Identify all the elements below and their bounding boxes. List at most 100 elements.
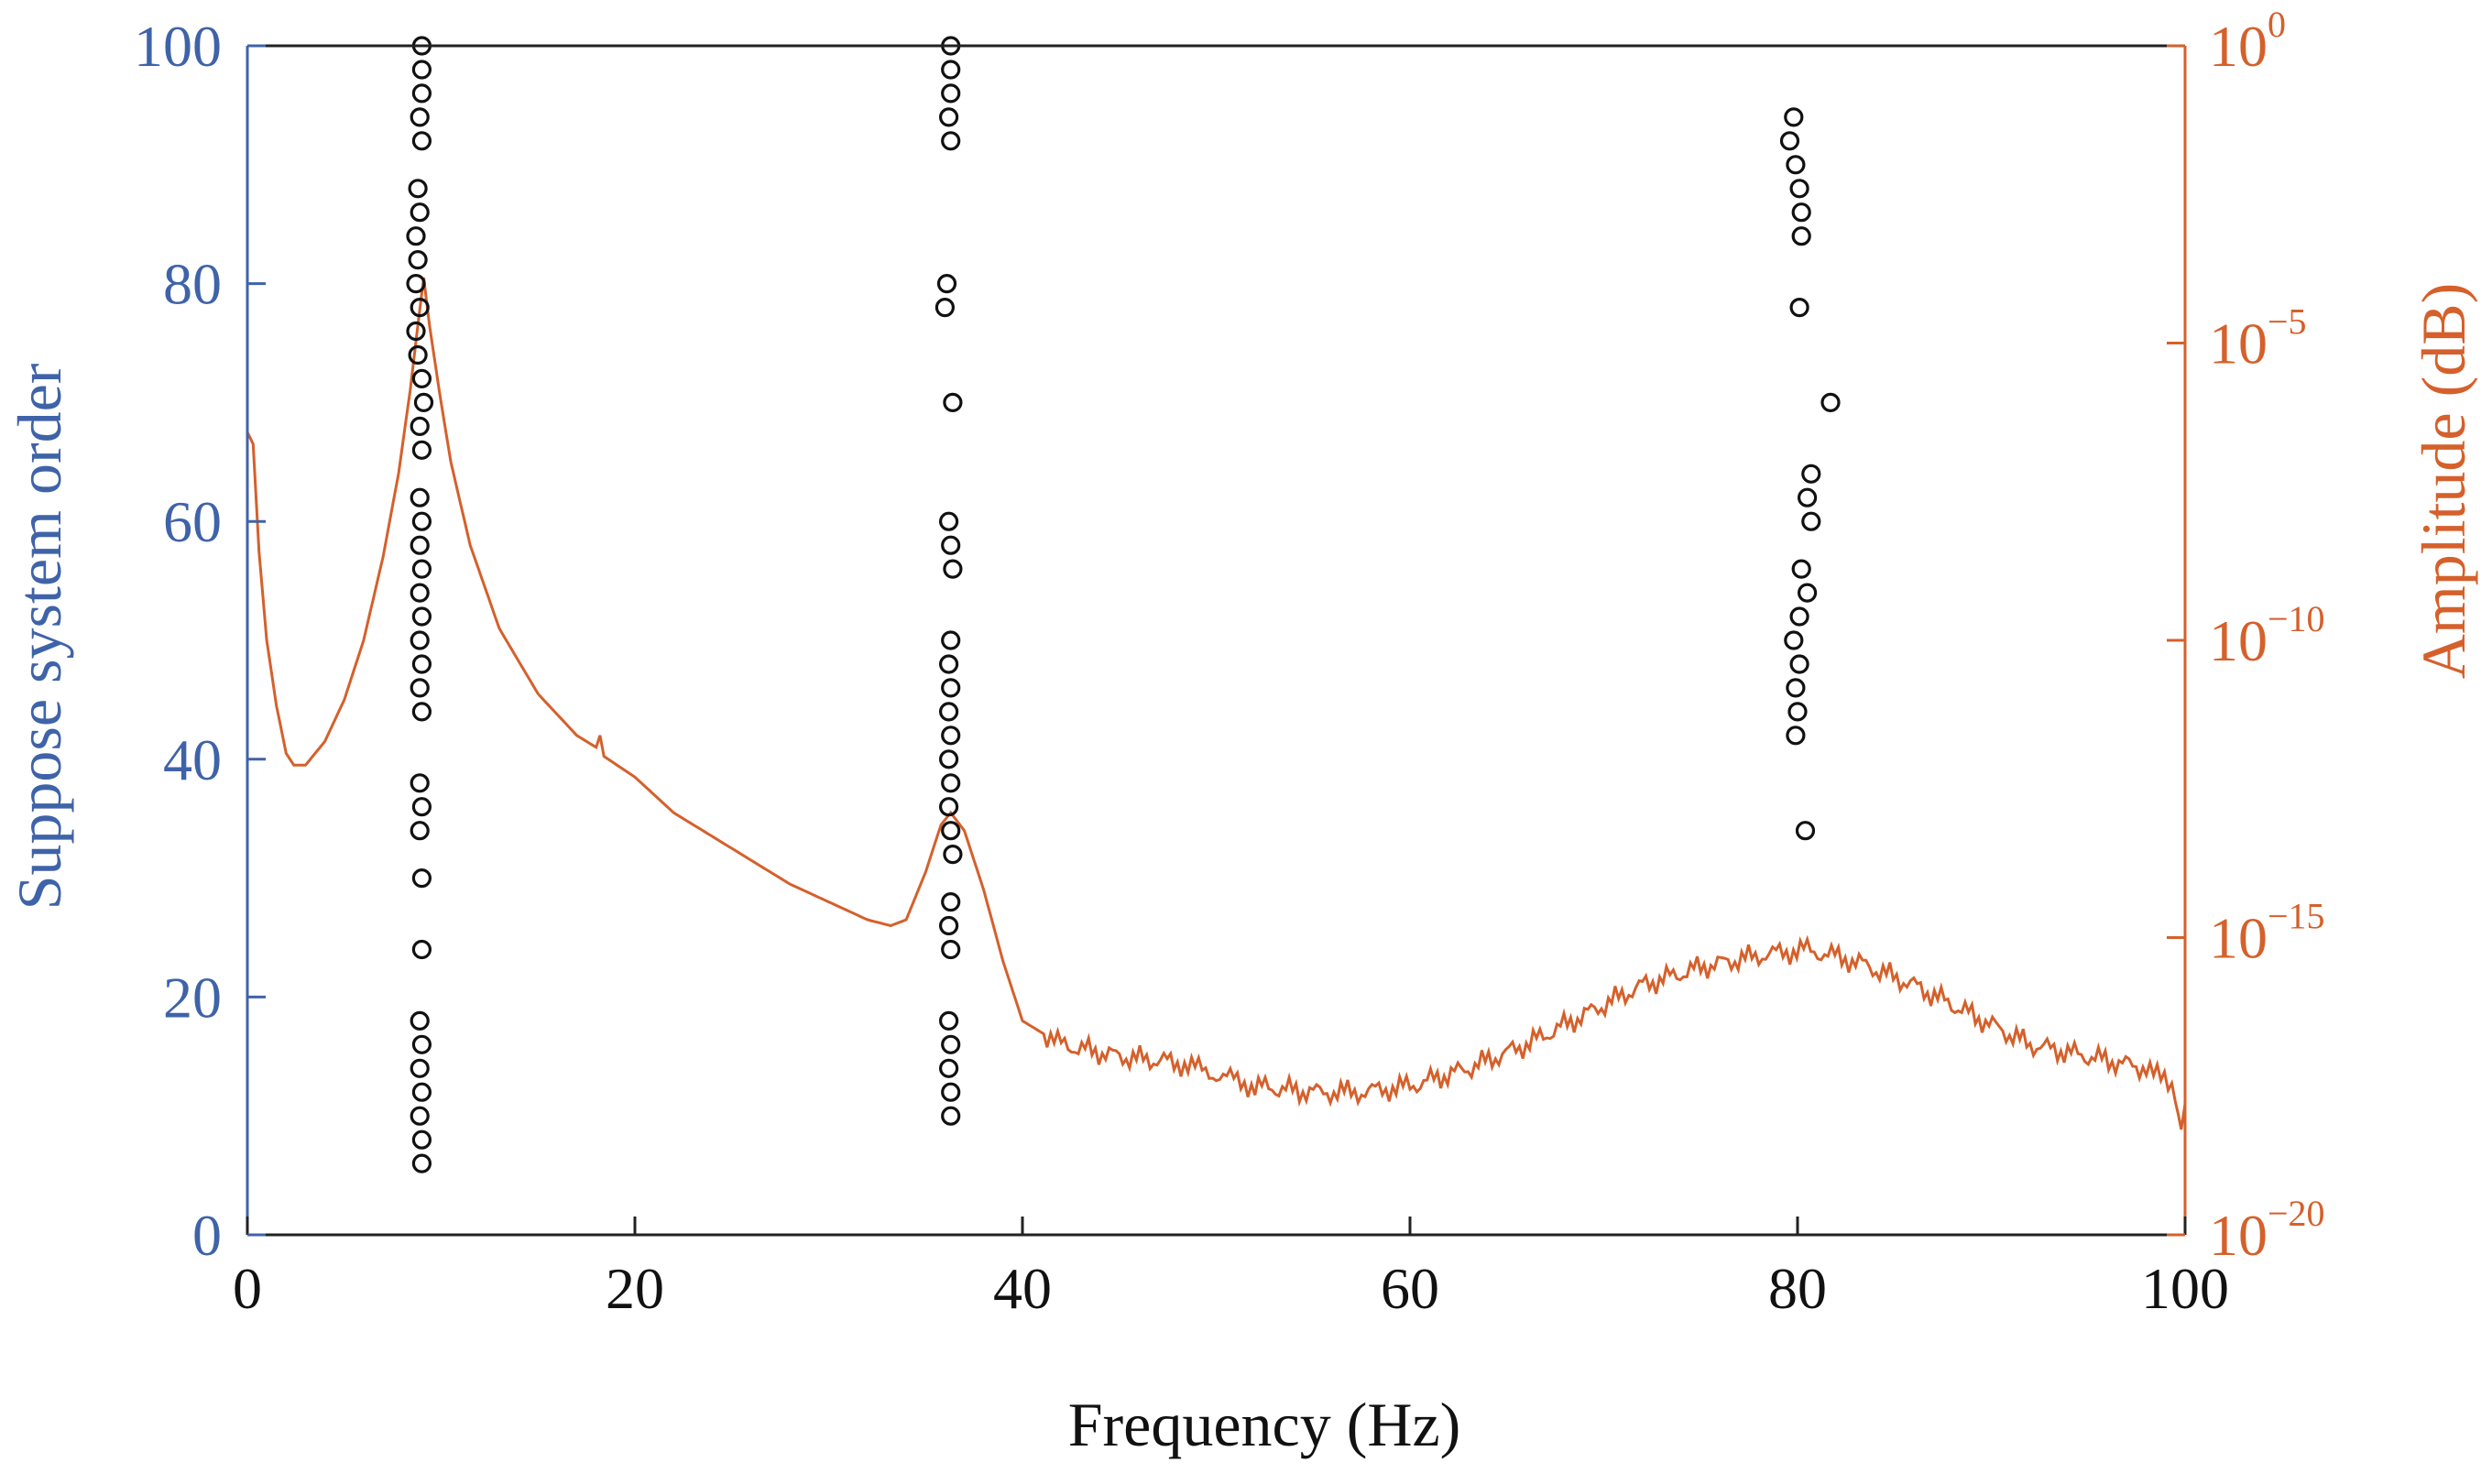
- left-y-axis-title: Suppose system order: [5, 363, 74, 910]
- order-marker: [943, 844, 963, 865]
- left-y-axis-ticks: 0 20 40 60 80 100: [134, 14, 266, 1268]
- order-marker: [410, 773, 430, 793]
- order-marker: [410, 583, 430, 603]
- order-marker: [411, 606, 432, 627]
- order-marker: [1791, 202, 1811, 223]
- order-marker: [941, 1106, 961, 1126]
- order-marker: [406, 274, 426, 294]
- order-marker: [410, 416, 430, 436]
- order-marker: [934, 298, 956, 318]
- order-marker: [1784, 107, 1804, 127]
- order-marker: [410, 630, 430, 650]
- order-marker: [941, 821, 961, 841]
- order-marker: [936, 274, 957, 294]
- x-tick-label: 0: [233, 1256, 262, 1321]
- order-marker: [411, 368, 432, 388]
- left-y-tick-label: 80: [163, 252, 222, 317]
- order-marker: [938, 915, 959, 936]
- order-marker: [1801, 511, 1821, 531]
- order-marker: [411, 939, 432, 960]
- order-marker: [411, 867, 432, 889]
- order-marker: [941, 773, 961, 793]
- order-marker: [1797, 487, 1818, 507]
- order-marker: [411, 131, 432, 151]
- order-marker: [1791, 226, 1811, 246]
- order-marker: [411, 83, 432, 104]
- left-y-tick-label: 100: [134, 14, 222, 79]
- order-marker: [410, 678, 430, 698]
- order-marker: [938, 1058, 959, 1078]
- order-marker: [1786, 155, 1806, 175]
- order-marker: [411, 1153, 432, 1173]
- x-tick-label: 80: [1768, 1256, 1827, 1321]
- order-marker: [411, 1082, 432, 1102]
- order-marker: [1789, 654, 1809, 674]
- order-marker: [1789, 179, 1809, 199]
- order-marker: [1786, 678, 1806, 698]
- order-marker: [1789, 298, 1809, 318]
- order-marker: [941, 535, 961, 555]
- order-marker: [410, 1010, 430, 1031]
- order-marker: [410, 487, 430, 507]
- order-marker: [1787, 702, 1808, 722]
- order-marker: [941, 939, 961, 960]
- order-marker: [410, 202, 430, 223]
- order-marker: [410, 1106, 430, 1126]
- order-marker: [411, 60, 432, 80]
- order-marker: [410, 535, 430, 555]
- order-marker: [1795, 821, 1816, 841]
- left-y-tick-label: 60: [163, 489, 222, 554]
- order-marker: [1789, 606, 1809, 627]
- order-marker: [410, 821, 430, 841]
- order-marker: [941, 630, 961, 650]
- order-marker: [941, 83, 961, 104]
- order-marker: [1797, 583, 1818, 603]
- order-marker: [411, 1034, 432, 1054]
- right-y-axis-ticks: 10−20 10−15 10−10 10−5 100: [2167, 4, 2325, 1268]
- right-y-axis-title: Amplitude (dB): [2409, 283, 2478, 680]
- x-tick-label: 40: [993, 1256, 1052, 1321]
- x-axis-title: Frequency (Hz): [1068, 1390, 1461, 1459]
- order-marker: [938, 654, 959, 674]
- order-marker: [1779, 131, 1800, 151]
- x-tick-label: 100: [2141, 1256, 2229, 1321]
- order-marker: [941, 60, 961, 80]
- order-marker: [410, 1058, 430, 1078]
- order-marker: [410, 107, 430, 127]
- x-tick-label: 20: [606, 1256, 664, 1321]
- right-y-tick-label: 10−10: [2209, 598, 2325, 673]
- order-marker: [411, 654, 432, 674]
- order-marker: [938, 107, 959, 127]
- order-marker: [411, 1129, 432, 1150]
- system-order-markers: [406, 36, 1841, 1173]
- right-y-tick-label: 100: [2209, 4, 2286, 79]
- order-marker: [938, 797, 959, 817]
- order-marker: [406, 321, 426, 342]
- order-marker: [941, 726, 961, 746]
- left-y-tick-label: 20: [163, 965, 222, 1030]
- order-marker: [941, 1082, 961, 1102]
- order-marker: [413, 392, 434, 412]
- order-marker: [943, 559, 963, 579]
- order-marker: [411, 440, 432, 460]
- right-y-tick-label: 10−20: [2209, 1193, 2325, 1268]
- order-marker: [938, 1010, 959, 1031]
- order-marker: [1786, 726, 1806, 746]
- order-marker: [411, 702, 432, 722]
- right-y-tick-label: 10−5: [2209, 301, 2307, 376]
- left-y-tick-label: 40: [163, 727, 222, 792]
- order-marker: [1784, 630, 1804, 650]
- order-marker: [941, 891, 961, 912]
- order-marker: [411, 511, 432, 531]
- order-marker: [941, 1034, 961, 1054]
- order-marker: [1791, 559, 1811, 579]
- x-axis-ticks: 0 20 40 60 80 100: [233, 1217, 2229, 1321]
- amplitude-spectrum-layer: [246, 277, 2187, 1130]
- order-marker: [406, 226, 426, 246]
- order-marker: [408, 250, 428, 270]
- amplitude-spectrum-line: [246, 277, 2187, 1130]
- order-marker: [408, 179, 428, 199]
- order-marker: [410, 298, 430, 318]
